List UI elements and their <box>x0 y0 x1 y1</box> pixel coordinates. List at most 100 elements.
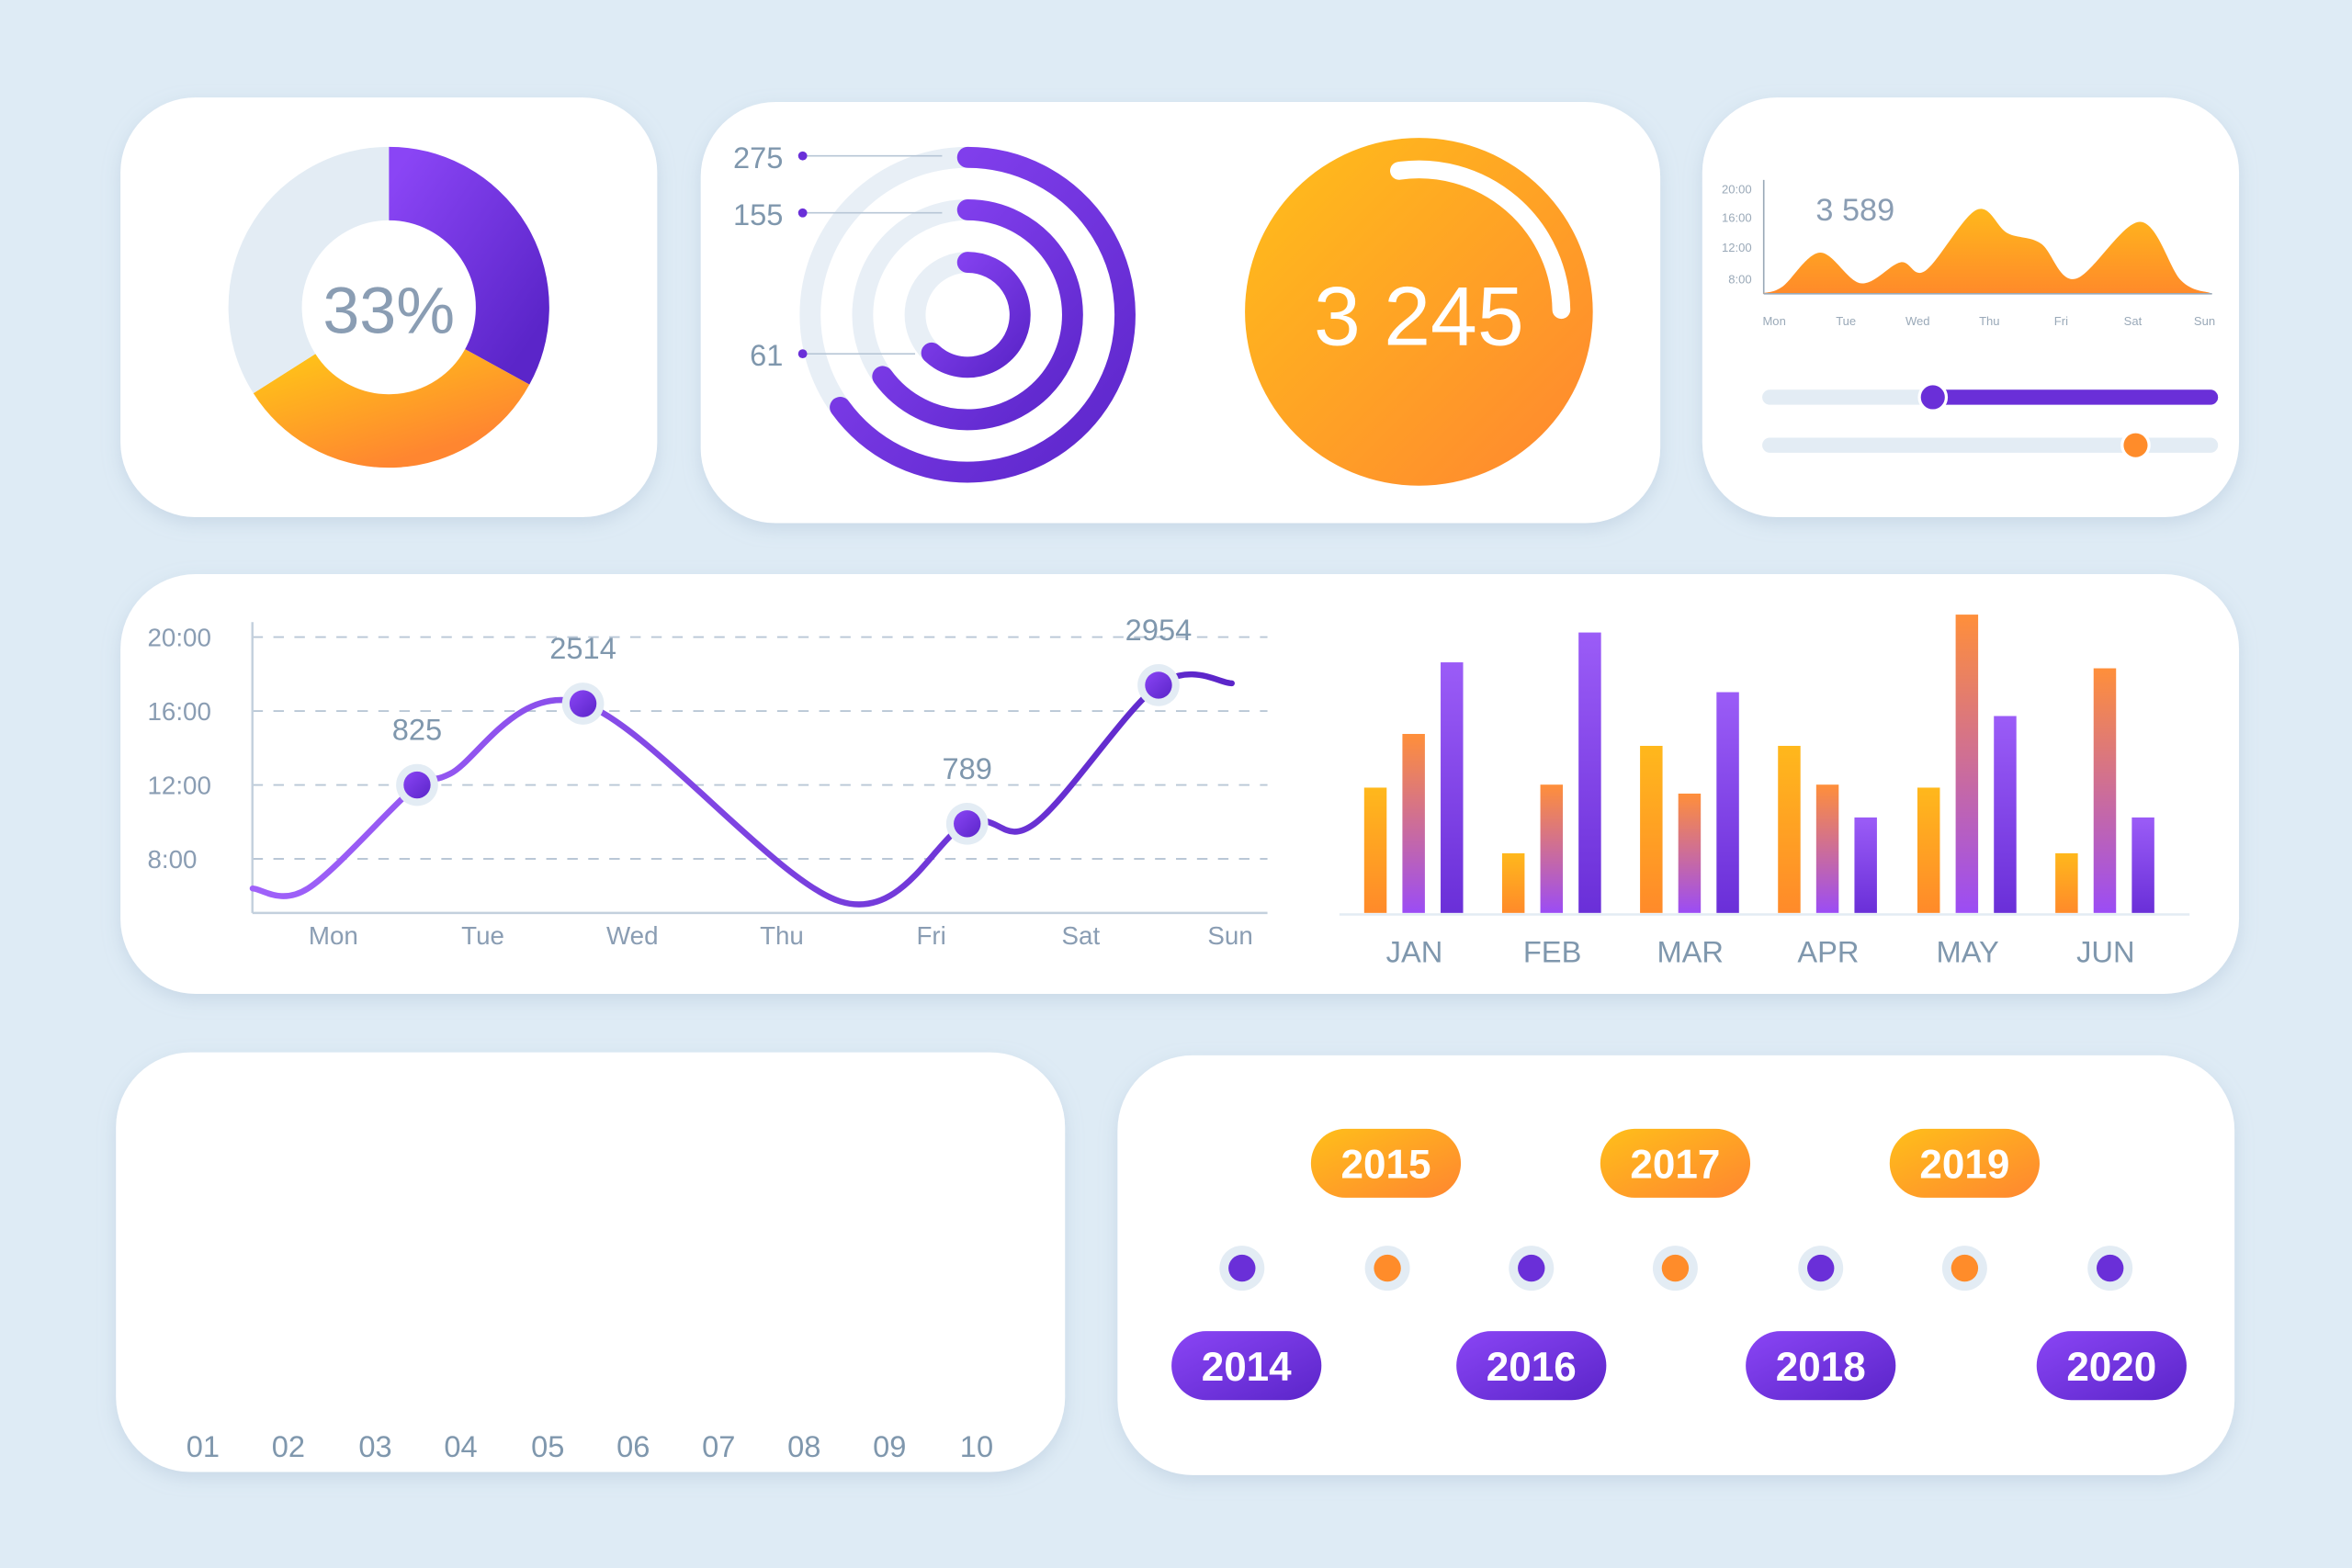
area-card <box>1702 97 2240 518</box>
stacked-bar-card <box>116 1052 1066 1472</box>
timeline-node[interactable] <box>1518 1254 1545 1282</box>
donut-segment-orange <box>253 348 530 468</box>
line-chart: 20:00 16:00 12:00 8:00 Mon Tue Wed Thu Fri Sat Sun… <box>147 613 1268 950</box>
data-point-label: 2514 <box>549 631 616 665</box>
area-x-tick: Fri <box>2054 314 2068 328</box>
line-y-tick: 20:00 <box>147 623 210 651</box>
ring-label: 275 <box>733 141 783 175</box>
gauge-chart <box>1245 138 1593 486</box>
donut-percent-label: 33% <box>322 274 455 347</box>
ring-arc <box>830 146 1136 483</box>
area-x-tick: Sat <box>2124 314 2143 328</box>
data-point[interactable] <box>403 771 431 799</box>
year-pill-2016[interactable] <box>1456 1331 1607 1401</box>
year-pill-2019[interactable] <box>1889 1128 2040 1198</box>
bar-category-label: JUN <box>2076 935 2134 969</box>
donut-segment-purple <box>388 146 549 385</box>
bar-mar-2[interactable] <box>1678 793 1702 913</box>
line-y-tick: 12:00 <box>147 771 210 799</box>
year-label: 2015 <box>1340 1143 1430 1188</box>
data-point[interactable] <box>1145 671 1172 699</box>
ring-arc <box>921 252 1031 378</box>
year-label: 2014 <box>1202 1345 1292 1390</box>
stacked-bar-chart: 01 02 03 04 05 06 07 08 09 10 <box>187 1082 993 1463</box>
sliders <box>1762 382 2219 461</box>
bar-category-label: 05 <box>531 1429 564 1463</box>
data-point-label: 825 <box>392 713 442 747</box>
bar-category-label: 04 <box>444 1429 477 1463</box>
area-chart: 20:00 16:00 12:00 8:00 Mon Tue Wed Thu Fri Sat Sun <box>1722 179 2215 328</box>
bar-feb-2[interactable] <box>1540 784 1564 913</box>
bar-jan-1[interactable] <box>1363 787 1387 913</box>
bar-may-2[interactable] <box>1955 615 1979 913</box>
bar-category-label: 03 <box>358 1429 391 1463</box>
year-pill-2014[interactable] <box>1171 1331 1322 1401</box>
line-y-tick: 8:00 <box>147 845 197 874</box>
timeline-node[interactable] <box>1228 1254 1256 1282</box>
timeline-node[interactable] <box>1661 1254 1690 1282</box>
area-y-tick: 20:00 <box>1722 183 1752 197</box>
bar-may-3[interactable] <box>1994 716 2017 913</box>
area-x-tick: Sun <box>2194 314 2215 328</box>
bar-jun-3[interactable] <box>2132 817 2154 913</box>
gauge-value: 3 245 <box>1314 269 1524 363</box>
bar-may-1[interactable] <box>1917 787 1940 913</box>
area-x-tick: Mon <box>1762 314 1785 328</box>
bar-category-label: 09 <box>873 1429 906 1463</box>
area-y-tick: 12:00 <box>1722 241 1752 254</box>
bar-mar-1[interactable] <box>1640 745 1663 913</box>
bar-category-label: 08 <box>787 1429 820 1463</box>
data-point[interactable] <box>954 810 981 838</box>
gauge-circle <box>1245 138 1593 486</box>
area-series <box>1763 209 2211 294</box>
year-label: 2018 <box>1776 1345 1866 1390</box>
bar-jan-3[interactable] <box>1441 662 1464 913</box>
bar-apr-2[interactable] <box>1815 784 1839 913</box>
bar-feb-3[interactable] <box>1578 632 1601 913</box>
ring-arc <box>872 199 1083 431</box>
bar-category-label: 06 <box>616 1429 650 1463</box>
bar-mar-3[interactable] <box>1716 692 1739 913</box>
bar-jan-2[interactable] <box>1402 733 1425 913</box>
bar-feb-1[interactable] <box>1501 852 1525 913</box>
line-x-tick: Mon <box>309 921 358 950</box>
gauge-progress-arc <box>1390 160 1571 320</box>
timeline-node[interactable] <box>1374 1254 1401 1282</box>
bar-apr-3[interactable] <box>1854 817 1877 913</box>
bar-category-label: MAR <box>1657 935 1724 969</box>
slider-knob-1[interactable] <box>1917 382 1949 412</box>
slider-knob-2[interactable] <box>2120 430 2151 461</box>
bar-apr-1[interactable] <box>1778 745 1801 913</box>
timeline-node[interactable] <box>1951 1254 1979 1282</box>
line-series <box>249 671 1235 908</box>
bar-category-label: 10 <box>960 1429 993 1463</box>
donut-chart <box>228 146 549 468</box>
year-pill-2015[interactable] <box>1310 1128 1462 1198</box>
year-pill-2018[interactable] <box>1746 1331 1896 1401</box>
year-pill-2020[interactable] <box>2036 1331 2187 1401</box>
area-value-label: 3 589 <box>1815 193 1894 228</box>
area-y-tick: 16:00 <box>1722 211 1752 225</box>
bar-category-label: 02 <box>272 1429 305 1463</box>
data-point-label: 2954 <box>1125 613 1193 647</box>
ring-leader-dot <box>797 208 808 218</box>
ring-label: 61 <box>750 338 783 372</box>
concentric-ring-chart: 275 155 61 <box>733 141 1136 483</box>
timeline-node[interactable] <box>1807 1254 1835 1282</box>
line-x-tick: Sun <box>1207 921 1252 950</box>
data-point-label: 789 <box>942 751 991 785</box>
timeline-node[interactable] <box>2097 1254 2124 1282</box>
area-x-tick: Tue <box>1836 314 1856 328</box>
year-pill-2017[interactable] <box>1600 1128 1751 1198</box>
data-point[interactable] <box>569 690 597 717</box>
line-y-tick: 16:00 <box>147 697 210 726</box>
year-label: 2019 <box>1919 1143 2009 1188</box>
grouped-bar-chart: JAN FEB MAR APR MAY JUN <box>1339 615 2190 969</box>
bar-jun-1[interactable] <box>2055 852 2078 913</box>
line-x-tick: Sat <box>1062 921 1101 950</box>
line-x-tick: Thu <box>760 921 804 950</box>
bar-category-label: 07 <box>702 1429 735 1463</box>
donut-card <box>120 97 658 518</box>
bar-jun-2[interactable] <box>2093 668 2117 913</box>
line-x-tick: Wed <box>606 921 659 950</box>
